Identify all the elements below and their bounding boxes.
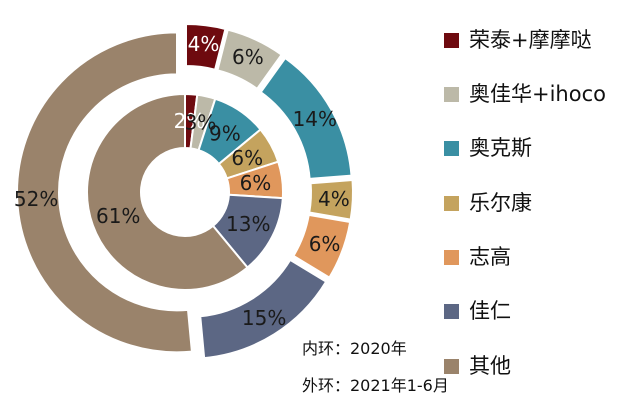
legend-swatch: [444, 32, 459, 48]
legend-swatch: [444, 195, 459, 211]
inner-ring-label-5: 6%: [240, 171, 272, 195]
inner-ring-label-1: 2%: [174, 109, 206, 133]
outer-ring-label-6: 15%: [242, 306, 286, 330]
legend-item-2: 奥佳华+ihoco: [444, 81, 624, 107]
outer-ring-note: 外环：2021年1-6月: [302, 376, 449, 395]
outer-ring-slice-7: [16, 31, 194, 354]
legend-item-6: 佳仁: [444, 299, 624, 325]
outer-ring-label-4: 4%: [318, 187, 350, 211]
outer-ring-slice-6: [199, 258, 328, 360]
legend-swatch: [444, 250, 459, 266]
outer-ring-label-3: 14%: [293, 107, 337, 131]
inner-ring: [86, 92, 284, 291]
data-labels: 2%3%9%6%6%13%61%4%6%14%4%6%15%52%: [14, 32, 350, 330]
legend-label: 佳仁: [469, 299, 511, 324]
legend-swatch: [444, 358, 459, 374]
legend-swatch: [444, 86, 459, 102]
outer-ring-slice-2: [216, 28, 284, 91]
legend-label: 其他: [469, 353, 511, 378]
outer-ring-slice-3: [259, 56, 353, 180]
outer-ring-label-2: 6%: [232, 45, 264, 69]
outer-ring-label-1: 4%: [188, 32, 220, 56]
outer-ring-slice-4: [308, 178, 354, 221]
legend-swatch: [444, 141, 459, 157]
outer-ring-label-7: 52%: [14, 187, 58, 211]
legend-item-5: 志高: [444, 245, 624, 271]
legend-label: 荣泰+摩摩哒: [469, 27, 592, 52]
legend-label: 乐尔康: [469, 190, 532, 215]
legend: 荣泰+摩摩哒 奥佳华+ihoco 奥克斯乐尔康志高佳仁其他: [444, 27, 624, 408]
legend-swatch: [444, 304, 459, 320]
outer-ring-slice-1: [184, 23, 227, 71]
inner-ring-label-7: 61%: [96, 204, 140, 228]
legend-item-7: 其他: [444, 353, 624, 379]
inner-ring-label-3: 9%: [209, 121, 241, 145]
inner-ring-label-4: 6%: [231, 146, 263, 170]
inner-ring-label-6: 13%: [226, 212, 270, 236]
legend-label: 志高: [469, 245, 511, 270]
outer-ring-label-5: 6%: [309, 232, 341, 256]
inner-ring-slice-7: [86, 92, 249, 291]
legend-label: 奥克斯: [469, 136, 532, 161]
outer-ring-slice-5: [292, 213, 352, 280]
legend-item-3: 奥克斯: [444, 136, 624, 162]
inner-ring-label-2: 3%: [185, 111, 217, 135]
inner-ring-note: 内环：2020年: [302, 339, 407, 358]
outer-ring: [16, 23, 354, 360]
legend-item-4: 乐尔康: [444, 190, 624, 216]
legend-label: 奥佳华+ihoco: [469, 81, 606, 106]
legend-item-1: 荣泰+摩摩哒: [444, 27, 624, 53]
